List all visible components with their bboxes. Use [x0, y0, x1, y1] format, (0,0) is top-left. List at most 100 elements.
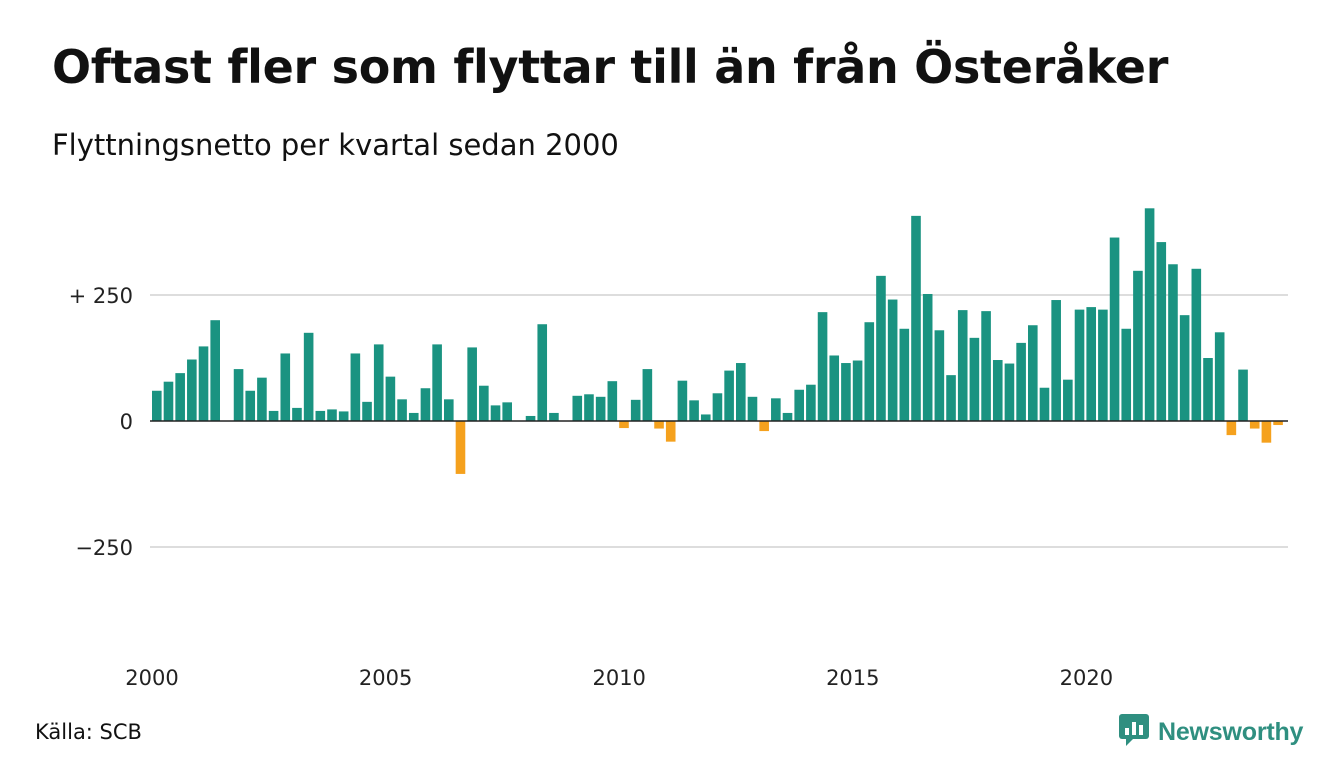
bar	[373, 344, 384, 421]
x-tick-label: 2010	[592, 666, 645, 690]
bar	[1191, 268, 1202, 421]
bar	[1016, 342, 1026, 421]
bar	[829, 355, 840, 421]
bar-chart: + 250 0 −250 2000 2005 2010 2015 2020	[69, 208, 1288, 690]
bar	[1249, 421, 1260, 429]
bar	[782, 412, 793, 421]
bar	[595, 396, 606, 421]
bar	[502, 402, 512, 421]
bar	[525, 415, 536, 421]
bar	[198, 346, 209, 421]
bar	[759, 421, 769, 432]
bar	[152, 390, 162, 421]
bar	[584, 394, 594, 421]
bar	[257, 377, 267, 421]
bar	[712, 393, 723, 421]
bar	[572, 395, 583, 421]
x-tick-label: 2015	[826, 666, 879, 690]
bar	[771, 398, 781, 421]
bars	[152, 208, 1283, 474]
gridlines	[150, 294, 1288, 548]
bar	[619, 421, 629, 429]
bar	[1074, 309, 1085, 421]
bar	[455, 421, 466, 474]
bar	[1179, 315, 1190, 421]
bar	[1133, 270, 1143, 421]
y-tick-label: −250	[75, 536, 133, 560]
chart-subtitle: Flyttningsnetto per kvartal sedan 2000	[52, 128, 619, 162]
bar	[490, 405, 501, 421]
x-tick-label: 2000	[125, 666, 178, 690]
bar	[794, 389, 804, 421]
bar	[408, 412, 419, 421]
bar	[385, 376, 396, 421]
bar	[887, 299, 898, 421]
bar	[665, 421, 676, 442]
bar	[1273, 421, 1283, 426]
bar	[467, 347, 477, 421]
x-tick-label: 2020	[1060, 666, 1113, 690]
bar	[689, 400, 699, 421]
bar	[1098, 309, 1108, 421]
bar	[841, 363, 851, 421]
bar	[806, 384, 816, 421]
brand-name: Newsworthy	[1158, 717, 1304, 746]
bar	[992, 360, 1003, 421]
bar	[724, 370, 734, 421]
bar	[911, 215, 921, 421]
bar	[397, 399, 407, 421]
x-tick-label: 2005	[359, 666, 412, 690]
bar	[303, 332, 314, 421]
bar	[1144, 208, 1155, 421]
bar	[946, 375, 956, 421]
bar	[444, 399, 454, 421]
bar	[1203, 358, 1213, 421]
bar	[736, 363, 746, 421]
bar	[607, 381, 618, 421]
bar	[245, 390, 256, 421]
bar	[981, 311, 991, 421]
bar	[1051, 300, 1061, 421]
bar	[163, 381, 174, 421]
bar	[537, 324, 548, 421]
bar	[852, 360, 863, 421]
bar	[700, 414, 711, 421]
bar	[817, 312, 828, 421]
bar	[1261, 421, 1272, 443]
bar	[642, 369, 653, 421]
bar	[280, 353, 291, 421]
bar-chart-logo-icon	[1118, 713, 1150, 751]
y-tick-label: + 250	[69, 284, 133, 308]
bar	[1086, 307, 1096, 421]
bar	[969, 337, 980, 421]
bar	[479, 385, 489, 421]
bar	[630, 399, 641, 421]
bar	[1238, 369, 1248, 421]
chart-title: Oftast fler som flyttar till än från Öst…	[52, 40, 1169, 94]
bar	[549, 412, 559, 421]
bar	[922, 293, 933, 421]
bar	[934, 330, 945, 421]
bar	[654, 421, 664, 429]
bar	[899, 328, 910, 421]
source-note: Källa: SCB	[35, 720, 142, 744]
bar	[338, 411, 349, 421]
bar	[876, 275, 886, 421]
bar	[1039, 387, 1050, 421]
bar	[210, 320, 220, 421]
bar	[1028, 325, 1038, 421]
bar	[362, 401, 372, 421]
brand-logo[interactable]: Newsworthy	[1118, 713, 1303, 751]
bar	[1156, 242, 1167, 421]
bar	[1168, 264, 1178, 421]
bar	[187, 359, 197, 421]
bar	[957, 310, 968, 421]
bar	[420, 388, 431, 421]
bar	[268, 410, 279, 421]
bar	[747, 396, 758, 421]
bar	[1004, 363, 1015, 421]
bar	[1121, 328, 1132, 421]
bar	[233, 369, 244, 421]
bar	[1214, 332, 1225, 421]
bar	[292, 407, 302, 421]
